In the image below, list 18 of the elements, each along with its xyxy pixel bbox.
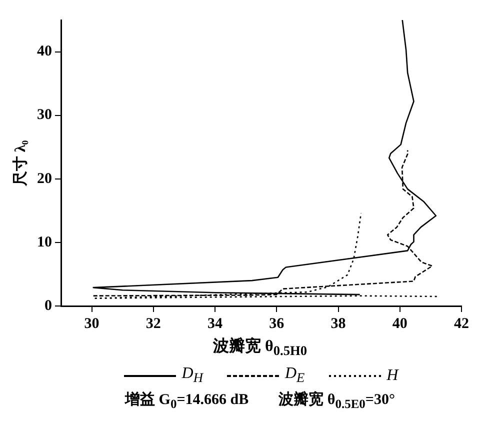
x-axis-title: 波瓣宽 θ$_{0.5H0}$ <box>212 336 308 360</box>
y-axis-title: 尺寸 λ₀ <box>12 140 29 187</box>
y-tick-label: 20 <box>37 170 52 187</box>
x-tick-label: 32 <box>146 316 161 332</box>
x-tick-label: 30 <box>84 316 100 332</box>
y-tick-label: 10 <box>37 234 52 250</box>
legend-label: H <box>386 366 398 385</box>
y-tick-label: 0 <box>44 298 52 314</box>
x-tick-label: 36 <box>269 316 285 332</box>
legend-label: D$_{E}$ <box>284 365 305 386</box>
x-tick-label: 34 <box>208 316 224 332</box>
x-tick-label: 42 <box>454 316 469 332</box>
y-tick-label: 30 <box>37 107 52 124</box>
x-tick-label: 38 <box>330 316 346 332</box>
text: 增益 G$_{0}$=14.666 dB 波瓣宽 θ$_{0.5E0}$=30° <box>124 390 396 412</box>
y-tick-label: 40 <box>37 44 52 60</box>
x-tick-label: 40 <box>392 316 408 332</box>
legend-label: D$_{H}$ <box>182 365 203 386</box>
